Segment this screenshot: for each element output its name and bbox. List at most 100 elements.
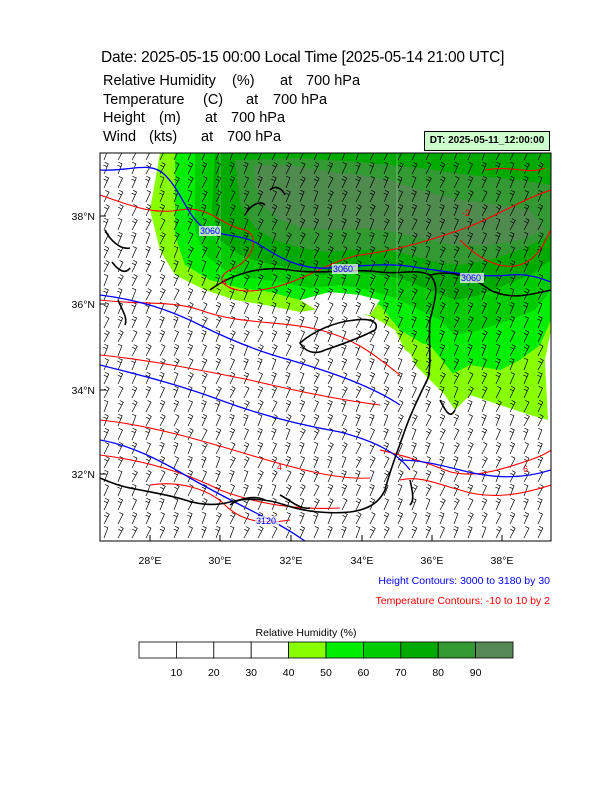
wind-barb xyxy=(243,413,249,427)
wind-barb xyxy=(229,413,235,427)
wind-barb xyxy=(411,175,417,189)
wind-barb xyxy=(285,399,292,413)
wind-barb xyxy=(509,498,515,511)
wind-barb xyxy=(201,161,208,175)
wind-barb xyxy=(509,483,515,497)
wind-barb xyxy=(131,231,137,245)
wind-barb xyxy=(271,526,278,539)
wind-barb xyxy=(369,469,375,483)
wind-barb xyxy=(383,189,390,203)
wind-barb xyxy=(103,316,110,329)
field-unit: (%) xyxy=(232,73,255,89)
wind-barb xyxy=(131,427,137,441)
wind-barb xyxy=(145,218,152,231)
wind-barb xyxy=(397,483,403,497)
wind-barb xyxy=(215,316,222,329)
wind-barb xyxy=(411,371,417,385)
wind-barb xyxy=(537,386,543,399)
wind-barb xyxy=(453,344,459,357)
wind-barb xyxy=(411,288,418,301)
wind-barb xyxy=(537,525,544,539)
wind-barb xyxy=(509,357,515,371)
wind-barb xyxy=(145,455,152,469)
wind-barb xyxy=(481,456,488,469)
wind-barb xyxy=(215,512,222,525)
wind-barb xyxy=(201,470,207,483)
wind-barb xyxy=(327,176,334,189)
wind-barb xyxy=(341,427,348,441)
wind-barb xyxy=(131,498,137,511)
field-unit: (C) xyxy=(203,91,224,108)
wind-barb xyxy=(425,399,432,413)
colorbar-swatch xyxy=(138,641,177,659)
wind-barb xyxy=(327,231,334,245)
wind-barb xyxy=(313,372,320,385)
wind-barb xyxy=(397,301,403,315)
wind-barb xyxy=(187,484,194,497)
wind-barb xyxy=(397,316,403,329)
wind-barb xyxy=(397,357,403,371)
wind-barb xyxy=(313,469,320,483)
wind-barb xyxy=(383,161,389,175)
wind-barb xyxy=(103,175,110,189)
wind-barb xyxy=(173,399,180,413)
wind-barb xyxy=(117,441,124,455)
wind-barb xyxy=(439,315,445,329)
wind-barb xyxy=(467,260,474,273)
graticule xyxy=(219,153,398,300)
wind-barb xyxy=(523,483,529,497)
wind-barb xyxy=(509,526,516,539)
wind-barb xyxy=(369,512,376,525)
wind-barb xyxy=(299,511,305,525)
wind-barb xyxy=(257,441,264,455)
wind-barb xyxy=(159,273,166,287)
wind-barb xyxy=(117,217,123,231)
wind-barb xyxy=(341,231,348,245)
wind-barb xyxy=(383,526,390,539)
wind-barb xyxy=(397,470,404,483)
wind-barb xyxy=(257,470,264,483)
wind-barb xyxy=(159,386,165,399)
wind-barb xyxy=(355,484,361,497)
wind-barb xyxy=(523,442,529,455)
wind-barb xyxy=(103,245,110,259)
wind-barb xyxy=(271,231,277,245)
wind-barb xyxy=(439,358,446,371)
wind-barb xyxy=(229,204,236,217)
wind-barb xyxy=(173,358,180,371)
wind-barb xyxy=(327,399,333,413)
map-frame xyxy=(99,152,552,542)
wind-barb xyxy=(271,427,277,441)
wind-barb xyxy=(411,525,418,539)
wind-barb xyxy=(383,385,390,399)
wind-barb xyxy=(173,428,180,441)
wind-barb xyxy=(173,525,180,539)
wind-barb xyxy=(103,484,109,497)
wind-barb xyxy=(145,288,152,301)
wind-barb xyxy=(145,400,152,413)
wind-barb xyxy=(159,358,166,371)
wind-barb xyxy=(299,217,306,231)
wind-barb xyxy=(201,153,206,161)
wind-barb xyxy=(229,175,236,189)
colorbar-swatch xyxy=(362,641,402,659)
wind-barb xyxy=(523,357,529,371)
wind-barb xyxy=(369,343,375,357)
wind-barb xyxy=(439,526,445,539)
wind-barb xyxy=(439,498,446,511)
field-level: 700 hPa xyxy=(273,91,328,108)
wind-barb xyxy=(481,442,488,455)
wind-barb xyxy=(229,232,235,245)
wind-barb xyxy=(215,175,222,189)
height-contours-legend: Height Contours: 3000 to 3180 by 30 xyxy=(378,575,550,587)
wind-barb xyxy=(201,442,208,455)
wind-barb xyxy=(425,217,432,231)
wind-barb xyxy=(257,218,264,231)
wind-barb xyxy=(173,456,179,469)
wind-barb xyxy=(453,259,459,273)
wind-barb xyxy=(453,357,460,371)
wind-barb xyxy=(495,189,502,203)
field-height: Height (m) at 700 hPa xyxy=(103,109,285,128)
wind-barb xyxy=(467,246,474,259)
wind-barb xyxy=(117,274,124,287)
